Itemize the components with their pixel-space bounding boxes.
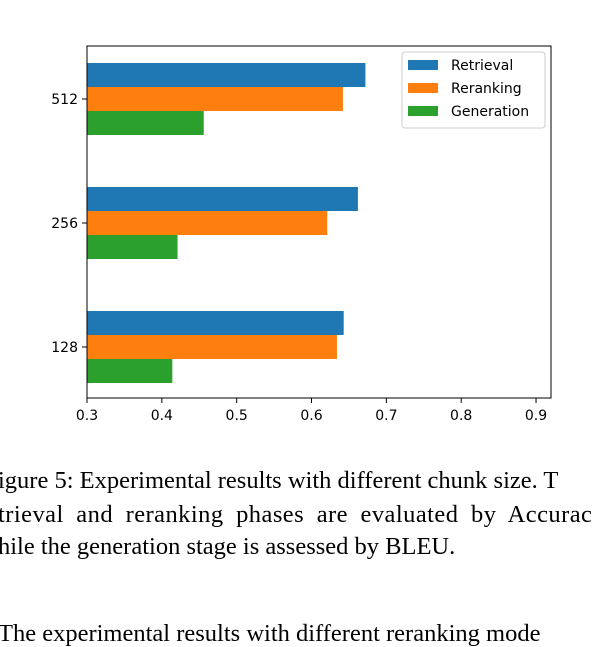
legend-label-retrieval: Retrieval xyxy=(451,58,513,74)
bar-chart: 0.3 0.4 0.5 0.6 0.7 0.8 0.9 128 256 512 Retrieva… xyxy=(51,45,552,424)
bars-group xyxy=(87,63,366,383)
x-tick-label: 0.9 xyxy=(525,408,547,424)
legend: Retrieval Reranking Generation xyxy=(401,51,546,129)
bar-reranking-256 xyxy=(87,211,328,235)
bar-reranking-128 xyxy=(87,335,337,359)
bar-retrieval-512 xyxy=(87,63,366,87)
x-tick-label: 0.4 xyxy=(151,408,173,424)
bar-generation-128 xyxy=(87,359,173,383)
bar-reranking-512 xyxy=(87,87,343,111)
legend-swatch-reranking xyxy=(408,83,438,93)
x-axis: 0.3 0.4 0.5 0.6 0.7 0.8 0.9 xyxy=(76,398,547,424)
bar-retrieval-128 xyxy=(87,311,344,335)
legend-label-reranking: Reranking xyxy=(451,81,522,97)
figure-caption-line-3: hile the generation stage is assessed by… xyxy=(0,533,456,560)
x-tick-label: 0.3 xyxy=(76,408,98,424)
bar-generation-512 xyxy=(87,111,204,135)
figure-caption-line-2: trieval and reranking phases are evaluat… xyxy=(0,501,593,528)
y-axis: 128 256 512 xyxy=(51,92,87,356)
legend-swatch-retrieval xyxy=(408,60,438,70)
body-text-line-1: The experimental results with different … xyxy=(0,620,541,647)
x-tick-label: 0.7 xyxy=(375,408,397,424)
y-tick-label: 512 xyxy=(51,92,78,108)
x-tick-label: 0.8 xyxy=(450,408,472,424)
bar-generation-256 xyxy=(87,235,178,259)
plot-frame xyxy=(86,45,552,399)
bar-retrieval-256 xyxy=(87,187,358,211)
y-tick-label: 128 xyxy=(51,340,78,356)
figure-caption-line-1: igure 5: Experimental results with diffe… xyxy=(0,467,559,494)
legend-swatch-generation xyxy=(408,106,438,116)
legend-label-generation: Generation xyxy=(451,104,529,120)
x-tick-label: 0.6 xyxy=(300,408,322,424)
y-tick-label: 256 xyxy=(51,216,78,232)
x-tick-label: 0.5 xyxy=(226,408,248,424)
